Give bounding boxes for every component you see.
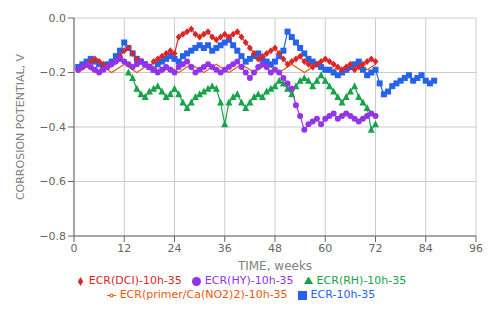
html-text:ECR(RH)-10h-35: ECR(RH)-10h-35 (316, 274, 407, 287)
svg-text:12: 12 (117, 242, 131, 255)
svg-text:72: 72 (369, 242, 383, 255)
svg-text:96: 96 (469, 242, 483, 255)
svg-text:60: 60 (318, 242, 332, 255)
svg-text:TIME, weeks: TIME, weeks (237, 259, 312, 273)
svg-text:−0.2: −0.2 (39, 66, 66, 79)
svg-text:CORROSION POTENTIAL, V: CORROSION POTENTIAL, V (14, 53, 27, 200)
html-text:ECR-10h-35: ECR-10h-35 (310, 288, 376, 301)
svg-text:36: 36 (218, 242, 232, 255)
svg-text:0: 0 (71, 242, 78, 255)
html-text:ECR(HY)-10h-35: ECR(HY)-10h-35 (204, 274, 294, 287)
svg-text:84: 84 (419, 242, 433, 255)
svg-text:−0.4: −0.4 (39, 121, 66, 134)
html-text:ECR(DCI)-10h-35: ECR(DCI)-10h-35 (88, 274, 182, 287)
svg-text:−0.8: −0.8 (39, 230, 66, 243)
svg-text:−0.6: −0.6 (39, 175, 66, 188)
html-text:ECR(primer/Ca(NO2)2)-10h-35: ECR(primer/Ca(NO2)2)-10h-35 (119, 288, 288, 301)
svg-text:48: 48 (268, 242, 282, 255)
svg-text:0.0: 0.0 (49, 12, 67, 25)
svg-text:24: 24 (168, 242, 182, 255)
